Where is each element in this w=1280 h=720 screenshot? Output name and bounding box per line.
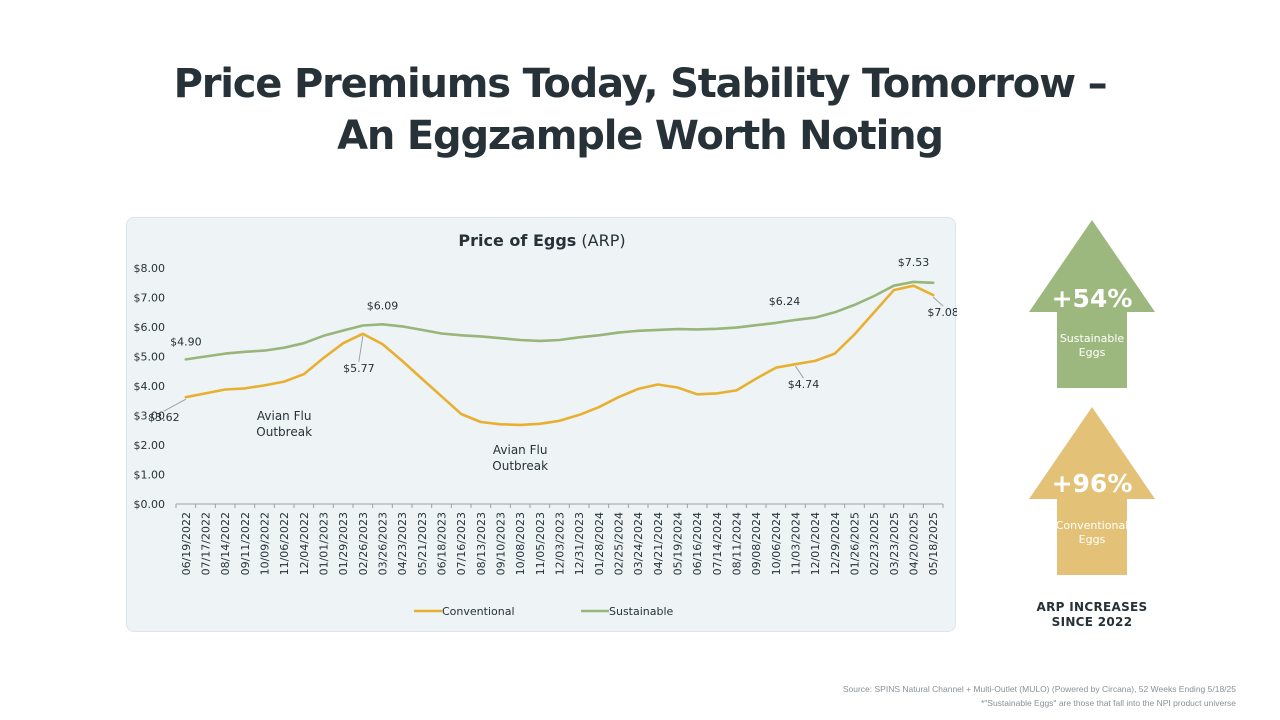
up-arrow-icon [1029, 407, 1155, 575]
annotation-text: Avian Flu [493, 443, 548, 457]
data-label-leader [163, 398, 187, 412]
y-tick-label: $7.00 [134, 292, 166, 305]
data-label: $4.74 [788, 378, 820, 391]
conventional-pct: +96% [1051, 469, 1133, 498]
data-label-leader [932, 296, 944, 307]
x-tick-label: 03/23/2025 [888, 512, 901, 575]
x-tick-label: 08/14/2022 [219, 512, 232, 575]
y-tick-label: $5.00 [134, 351, 166, 364]
conventional-label: Conventional Eggs [1029, 519, 1155, 547]
x-tick-label: 12/29/2024 [829, 512, 842, 575]
legend-label-sustainable: Sustainable [609, 605, 674, 618]
data-label-leader [795, 365, 804, 379]
x-tick-label: 04/20/2025 [908, 512, 921, 575]
x-tick-label: 06/18/2023 [436, 512, 449, 575]
data-label: $4.90 [170, 335, 202, 348]
y-tick-label: $6.00 [134, 321, 166, 334]
x-tick-label: 01/29/2023 [337, 512, 350, 575]
data-label: $7.53 [898, 256, 930, 269]
x-tick-label: 04/23/2023 [396, 512, 409, 575]
x-tick-label: 01/26/2025 [849, 512, 862, 575]
x-tick-label: 10/09/2022 [259, 512, 272, 575]
page-title-line-2: An Eggzample Worth Noting [337, 113, 944, 159]
up-arrow-icon [1029, 220, 1155, 388]
source-line-2: *"Sustainable Eggs" are those that fall … [980, 698, 1236, 708]
x-tick-label: 02/23/2025 [868, 512, 881, 575]
conventional-label-line-2: Eggs [1078, 533, 1106, 546]
y-tick-label: $1.00 [134, 469, 166, 482]
chart-title: Price of Eggs (ARP) [458, 231, 625, 250]
sustainable-pct: +54% [1051, 284, 1133, 313]
x-tick-label: 05/21/2023 [416, 512, 429, 575]
x-tick-label: 11/05/2023 [534, 512, 547, 575]
x-tick-label: 01/01/2023 [318, 512, 331, 575]
x-tick-label: 07/16/2023 [455, 512, 468, 575]
y-tick-label: $2.00 [134, 439, 166, 452]
x-tick-label: 12/01/2024 [809, 512, 822, 575]
x-tick-label: 12/04/2022 [298, 512, 311, 575]
data-label: $5.77 [343, 362, 375, 375]
x-tick-label: 03/26/2023 [377, 512, 390, 575]
data-label: $6.09 [367, 299, 399, 312]
x-tick-label: 10/08/2023 [514, 512, 527, 575]
x-tick-label: 09/11/2022 [239, 512, 252, 575]
sustainable-label-line-1: Sustainable [1059, 332, 1125, 345]
legend-label-conventional: Conventional [442, 605, 515, 618]
x-tick-label: 02/25/2024 [613, 512, 626, 575]
x-tick-label: 04/21/2024 [652, 512, 665, 575]
x-tick-label: 06/16/2024 [691, 512, 704, 575]
x-tick-label: 07/17/2022 [200, 512, 213, 575]
annotation-text: Outbreak [256, 425, 312, 439]
y-tick-label: $8.00 [134, 262, 166, 275]
data-label: $6.24 [769, 295, 801, 308]
sustainable-label: Sustainable Eggs [1029, 332, 1155, 360]
x-tick-label: 11/06/2022 [278, 512, 291, 575]
x-tick-label: 12/31/2023 [573, 512, 586, 575]
x-tick-label: 07/14/2024 [711, 512, 724, 575]
source-line-1: Source: SPINS Natural Channel + Multi-Ou… [842, 684, 1236, 694]
chart-title-main: Price of Eggs [458, 231, 576, 250]
conventional-increase-arrow: +96% Conventional Eggs [1029, 407, 1155, 575]
price-of-eggs-chart: Price of Eggs (ARP)$0.00$1.00$2.00$3.00$… [134, 231, 958, 618]
x-tick-label: 05/19/2024 [672, 512, 685, 575]
y-tick-label: $3.00 [134, 410, 166, 423]
x-tick-label: 11/03/2024 [790, 512, 803, 575]
x-tick-label: 06/19/2022 [180, 512, 193, 575]
x-tick-label: 08/13/2023 [475, 512, 488, 575]
series-line-sustainable [184, 280, 935, 361]
arp-increases-caption: ARP INCREASES SINCE 2022 [1022, 600, 1162, 630]
x-tick-label: 03/24/2024 [632, 512, 645, 575]
x-tick-label: 10/06/2024 [770, 512, 783, 575]
page-title: Price Premiums Today, Stability Tomorrow… [0, 58, 1280, 162]
x-tick-label: 05/18/2025 [927, 512, 940, 575]
sustainable-increase-arrow: +54% Sustainable Eggs [1029, 220, 1155, 388]
annotation-text: Outbreak [492, 459, 548, 473]
arp-caption-line-2: SINCE 2022 [1051, 615, 1133, 629]
x-tick-label: 01/28/2024 [593, 512, 606, 575]
sustainable-label-line-2: Eggs [1078, 346, 1106, 359]
arp-caption-line-1: ARP INCREASES [1036, 600, 1148, 614]
x-tick-label: 08/11/2024 [731, 512, 744, 575]
data-label: $7.08 [927, 306, 957, 319]
x-tick-label: 02/26/2023 [357, 512, 370, 575]
x-tick-label: 12/03/2023 [554, 512, 567, 575]
x-tick-label: 09/08/2024 [750, 512, 763, 575]
data-label-leader [358, 335, 364, 362]
x-tick-label: 09/10/2023 [495, 512, 508, 575]
conventional-label-line-1: Conventional [1055, 519, 1129, 532]
y-tick-label: $0.00 [134, 498, 166, 511]
series-line-conventional [184, 284, 935, 427]
source-footnote: Source: SPINS Natural Channel + Multi-Ou… [843, 682, 1236, 710]
data-label: $3.62 [148, 411, 180, 424]
y-tick-label: $4.00 [134, 380, 166, 393]
chart-title-suffix: (ARP) [576, 231, 625, 250]
page-title-line-1: Price Premiums Today, Stability Tomorrow… [173, 61, 1108, 107]
annotation-text: Avian Flu [257, 409, 312, 423]
chart-card: Price of Eggs (ARP) $0.00 $1.00 $2.00 $3.00 $… [126, 217, 958, 632]
